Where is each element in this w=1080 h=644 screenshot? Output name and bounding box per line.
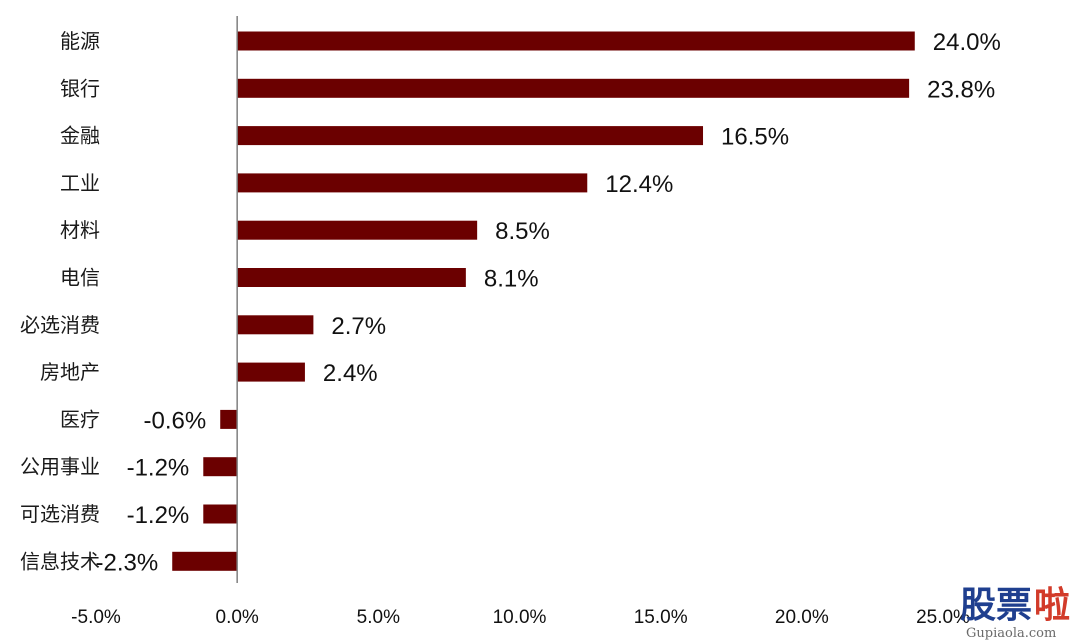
- value-label: -2.3%: [96, 549, 159, 576]
- value-label: 2.4%: [323, 360, 378, 387]
- bar: [172, 551, 238, 571]
- value-label: 23.8%: [927, 76, 995, 103]
- value-label: 12.4%: [605, 171, 673, 198]
- x-tick-label: 10.0%: [493, 607, 547, 628]
- category-label: 医疗: [60, 407, 100, 431]
- x-tick-label: 20.0%: [775, 607, 829, 628]
- category-label: 工业: [60, 171, 100, 195]
- bar: [237, 173, 588, 193]
- x-tick-label: -5.0%: [71, 607, 121, 628]
- category-label: 可选消费: [20, 502, 100, 526]
- bar: [203, 457, 238, 477]
- bar: [237, 362, 305, 382]
- bar: [237, 31, 915, 51]
- value-label: 24.0%: [933, 29, 1001, 56]
- category-label: 金融: [60, 124, 100, 148]
- category-label: 电信: [60, 266, 100, 290]
- watermark-accent-text: 啦: [1034, 585, 1070, 626]
- bar: [237, 268, 466, 287]
- bar: [237, 220, 478, 240]
- value-label: -0.6%: [144, 407, 207, 434]
- category-label: 材料: [60, 218, 100, 242]
- value-labels: 24.0% 23.8% 16.5% 12.4% 8.5% 8.1% 2.7% 2.4% -0.6…: [96, 29, 1001, 576]
- value-label: 8.1%: [484, 266, 539, 293]
- x-tick-label: 25.0%: [916, 607, 970, 628]
- value-label: 8.5%: [495, 218, 550, 245]
- x-tick-label: 15.0%: [634, 607, 688, 628]
- bar: [237, 315, 314, 335]
- x-tick-label: 0.0%: [216, 607, 259, 628]
- value-label: 16.5%: [721, 124, 789, 151]
- value-label: -1.2%: [127, 455, 190, 482]
- watermark-site-text: Gupiaola.com: [966, 626, 1056, 641]
- category-label: 能源: [60, 29, 100, 53]
- value-label: 2.7%: [331, 313, 386, 340]
- watermark-main-text: 股票: [960, 585, 1032, 626]
- bar: [237, 126, 704, 146]
- category-label: 银行: [60, 76, 100, 100]
- x-tick-label: 5.0%: [357, 607, 400, 628]
- bar: [237, 78, 910, 98]
- category-label: 公用事业: [20, 455, 100, 479]
- bar: [203, 504, 238, 524]
- bars-layer: [172, 31, 915, 571]
- category-label: 必选消费: [20, 313, 100, 337]
- bar: [220, 409, 238, 429]
- value-label: -1.2%: [127, 502, 190, 529]
- category-label: 信息技术: [20, 549, 100, 573]
- watermark-logo: 股票 啦 Gupiaola.com: [960, 585, 1070, 641]
- x-axis-tick-labels: -5.0% 0.0% 5.0% 10.0% 15.0% 20.0% 25.0%: [71, 607, 970, 628]
- category-label: 房地产: [40, 360, 100, 384]
